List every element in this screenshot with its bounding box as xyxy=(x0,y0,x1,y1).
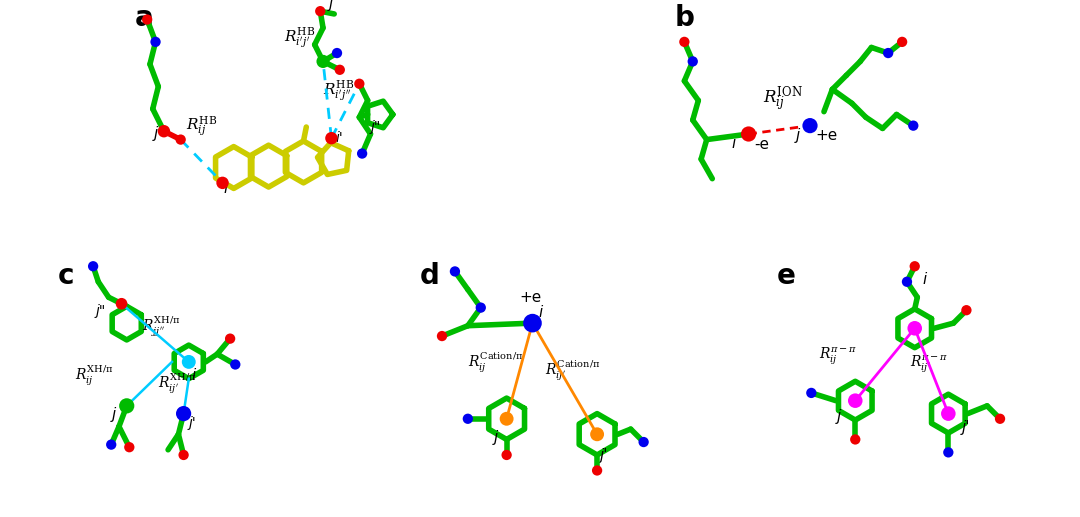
Point xyxy=(905,121,922,130)
Point xyxy=(906,262,923,270)
Point xyxy=(221,334,239,343)
Point xyxy=(446,267,463,276)
Text: j: j xyxy=(111,407,116,422)
Point xyxy=(906,324,923,332)
Text: $R_{ij}^{\rm ION}$: $R_{ij}^{\rm ION}$ xyxy=(762,85,802,114)
Point xyxy=(214,179,231,187)
Text: j": j" xyxy=(96,305,106,318)
Point xyxy=(498,451,515,459)
Point xyxy=(103,440,120,449)
Text: $R_{i'j''}^{\rm HB}$: $R_{i'j''}^{\rm HB}$ xyxy=(323,79,354,103)
Point xyxy=(940,448,957,457)
Text: c: c xyxy=(58,263,75,291)
Point xyxy=(940,409,957,418)
Point xyxy=(156,127,173,135)
Point xyxy=(312,7,329,16)
Point xyxy=(740,130,757,138)
Point xyxy=(684,57,701,66)
Point xyxy=(314,57,332,66)
Text: i: i xyxy=(191,368,195,383)
Text: $R_{ij'}^{\rm Cation/\pi}$: $R_{ij'}^{\rm Cation/\pi}$ xyxy=(545,358,600,383)
Text: -e: -e xyxy=(754,138,769,153)
Text: $R_{ij}^{\pi-\pi}$: $R_{ij}^{\pi-\pi}$ xyxy=(819,346,858,367)
Point xyxy=(847,435,864,444)
Point xyxy=(323,134,340,142)
Point xyxy=(635,438,652,446)
Text: e: e xyxy=(777,263,795,291)
Text: b: b xyxy=(675,4,694,32)
Text: $R_{jj''}^{\rm XH/\pi}$: $R_{jj''}^{\rm XH/\pi}$ xyxy=(143,314,180,339)
Point xyxy=(332,66,349,74)
Point xyxy=(353,149,370,158)
Text: i: i xyxy=(922,272,927,287)
Point xyxy=(899,278,916,286)
Point xyxy=(351,80,368,88)
Point xyxy=(524,319,541,327)
Point xyxy=(958,306,975,314)
Text: j': j' xyxy=(961,420,970,435)
Text: i': i' xyxy=(336,131,343,145)
Text: j: j xyxy=(154,126,159,141)
Point xyxy=(138,16,156,24)
Point xyxy=(118,402,135,410)
Text: j: j xyxy=(796,128,800,143)
Text: d: d xyxy=(420,263,440,291)
Text: +e: +e xyxy=(815,128,838,143)
Point xyxy=(433,332,450,340)
Text: $R_{ij}^{\rm Cation/\pi}$: $R_{ij}^{\rm Cation/\pi}$ xyxy=(468,351,524,375)
Text: j': j' xyxy=(189,416,197,430)
Text: $R_{ij}^{\rm XH/\pi}$: $R_{ij}^{\rm XH/\pi}$ xyxy=(75,363,113,388)
Point xyxy=(676,38,693,46)
Point xyxy=(328,49,346,57)
Text: $R_{ij}^{\rm HB}$: $R_{ij}^{\rm HB}$ xyxy=(186,114,217,138)
Text: j": j" xyxy=(370,120,381,134)
Point xyxy=(147,38,164,46)
Point xyxy=(879,49,896,57)
Text: a: a xyxy=(135,4,153,32)
Point xyxy=(459,415,476,423)
Point xyxy=(847,397,864,405)
Point xyxy=(589,466,606,475)
Text: $R_{i'j'}^{\rm HB}$: $R_{i'j'}^{\rm HB}$ xyxy=(284,26,315,50)
Point xyxy=(589,430,606,438)
Point xyxy=(498,415,515,423)
Point xyxy=(801,121,819,130)
Text: $R_{ij'}^{\rm XH/\pi}$: $R_{ij'}^{\rm XH/\pi}$ xyxy=(158,371,197,396)
Point xyxy=(175,409,192,418)
Point xyxy=(472,303,489,312)
Text: j: j xyxy=(494,430,498,445)
Text: i: i xyxy=(224,180,228,195)
Point xyxy=(802,389,820,397)
Point xyxy=(84,262,102,270)
Text: i: i xyxy=(732,136,737,151)
Text: j: j xyxy=(837,409,841,424)
Point xyxy=(893,38,910,46)
Point xyxy=(172,135,189,144)
Text: $R_{ij'}^{\pi-\pi}$: $R_{ij'}^{\pi-\pi}$ xyxy=(909,354,948,375)
Text: +e: +e xyxy=(519,291,542,306)
Point xyxy=(180,358,198,366)
Point xyxy=(121,443,138,451)
Text: i: i xyxy=(539,305,543,320)
Text: j': j' xyxy=(328,0,337,11)
Point xyxy=(175,451,192,459)
Text: j': j' xyxy=(599,448,608,463)
Point xyxy=(991,415,1009,423)
Point xyxy=(227,360,244,369)
Point xyxy=(113,299,131,308)
